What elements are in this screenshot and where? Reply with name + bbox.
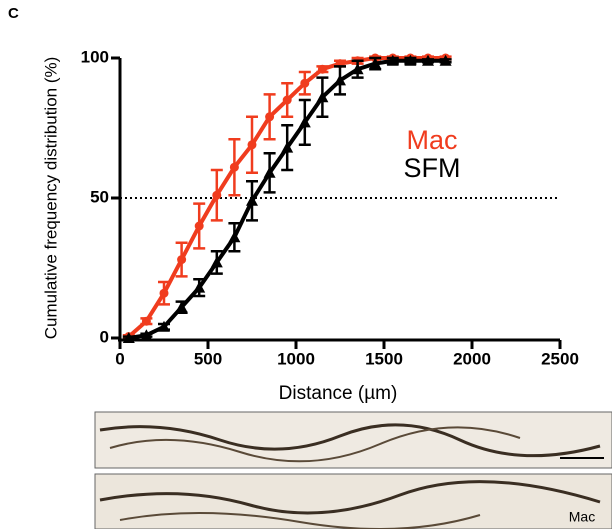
data-point	[334, 74, 346, 86]
data-point	[246, 194, 258, 206]
x-tick-label: 0	[115, 349, 124, 368]
data-point	[369, 57, 382, 69]
data-point	[316, 91, 329, 103]
data-point	[263, 166, 276, 178]
image-label: Mac	[569, 509, 595, 525]
y-tick-label: 50	[90, 187, 109, 206]
data-point	[212, 190, 222, 200]
data-point	[177, 255, 187, 265]
data-point	[193, 281, 206, 293]
legend-label: SFM	[404, 153, 461, 183]
data-point	[422, 54, 434, 66]
x-tick-label: 2500	[541, 349, 579, 368]
y-tick-label: 0	[100, 327, 109, 346]
data-point	[439, 54, 452, 66]
data-point	[247, 140, 257, 150]
data-point	[210, 256, 223, 268]
data-point	[159, 288, 169, 298]
x-tick-label: 1500	[365, 349, 403, 368]
panel-label: C	[8, 5, 19, 22]
image-strip	[94, 473, 612, 529]
microscopy-images: Mac	[94, 411, 612, 529]
data-point	[228, 231, 241, 243]
data-point	[140, 329, 153, 341]
x-tick-label: 2000	[453, 349, 491, 368]
data-point	[229, 162, 239, 172]
data-point	[158, 320, 170, 332]
image-fibers	[119, 512, 481, 529]
data-point	[300, 78, 310, 88]
x-tick-label: 500	[194, 349, 222, 368]
image-fibers	[99, 480, 601, 515]
data-point	[404, 54, 417, 66]
data-point	[141, 316, 151, 326]
data-point	[317, 64, 327, 74]
data-point	[194, 221, 204, 231]
data-point	[122, 332, 135, 343]
data-point	[175, 301, 188, 313]
data-point	[351, 63, 364, 75]
data-point	[282, 95, 292, 105]
image-fibers	[99, 423, 601, 458]
image-fibers	[109, 426, 521, 463]
data-point	[298, 116, 311, 128]
y-axis-title: Cumulative frequency distribution (%)	[41, 57, 60, 340]
legend-label: Mac	[406, 125, 457, 155]
x-axis-title: Distance (µm)	[279, 383, 398, 404]
y-tick-label: 100	[81, 47, 109, 66]
x-tick-label: 1000	[277, 349, 315, 368]
data-point	[281, 141, 294, 153]
data-point	[386, 54, 399, 66]
data-point	[265, 112, 275, 122]
